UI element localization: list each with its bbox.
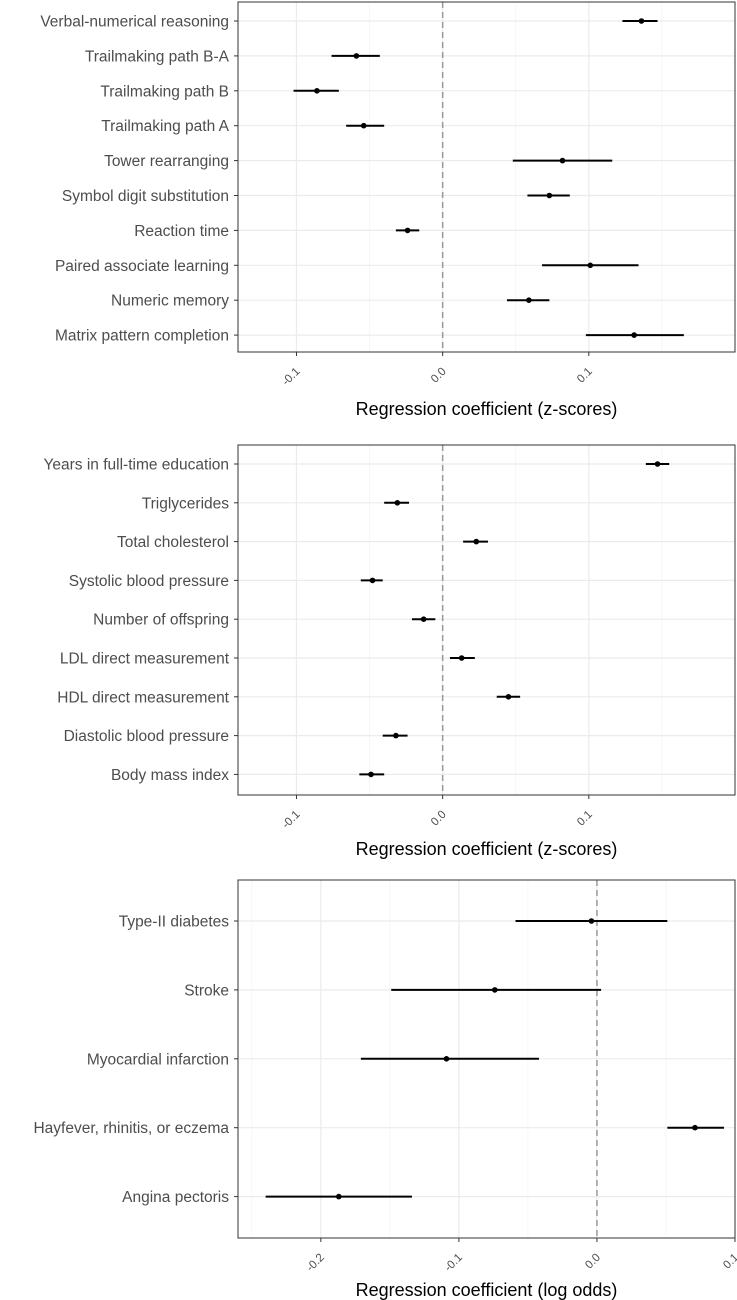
- x-tick-label: 0.1: [575, 366, 595, 386]
- category-label: Number of offspring: [93, 612, 229, 629]
- estimate-point: [335, 1193, 342, 1200]
- category-label: Verbal-numerical reasoning: [40, 14, 229, 31]
- x-axis-title: Regression coefficient (z-scores): [356, 399, 618, 419]
- category-label: Body mass index: [111, 767, 229, 784]
- estimate-point: [654, 461, 661, 467]
- estimate-point: [638, 18, 645, 24]
- x-tick-label: 0.0: [429, 809, 449, 829]
- category-label: Trailmaking path B-A: [85, 48, 230, 65]
- category-label: Reaction time: [134, 223, 229, 240]
- category-label: Years in full-time education: [43, 457, 229, 474]
- estimate-point: [458, 655, 465, 661]
- category-label: Angina pectoris: [122, 1189, 229, 1206]
- x-tick-label: -0.1: [443, 1252, 466, 1275]
- forest-panel-2: Years in full-time education Triglyceride…: [43, 444, 736, 859]
- estimate-point: [631, 332, 637, 338]
- x-tick-label: 0.0: [583, 1252, 603, 1272]
- category-label: Trailmaking path B: [100, 83, 229, 100]
- forest-panel-1: Verbal-numerical reasoning Trailmaking pa…: [40, 1, 736, 419]
- estimate-point: [404, 227, 411, 234]
- estimate-point: [353, 53, 360, 59]
- category-label: Numeric memory: [111, 293, 229, 310]
- category-label: Hayfever, rhinitis, or eczema: [33, 1120, 229, 1137]
- category-label: Systolic blood pressure: [69, 573, 229, 590]
- estimate-point: [526, 297, 532, 304]
- category-label: Diastolic blood pressure: [64, 728, 229, 745]
- category-label: Myocardial infarction: [87, 1051, 229, 1068]
- estimate-point: [393, 732, 399, 739]
- estimate-point: [360, 122, 367, 129]
- panel-border: [237, 444, 736, 796]
- x-axis-title: Regression coefficient (z-scores): [356, 839, 618, 859]
- category-label: HDL direct measurement: [57, 689, 229, 706]
- x-tick-label: 0.1: [721, 1252, 737, 1272]
- x-tick-label: -0.2: [304, 1252, 327, 1275]
- estimate-point: [473, 538, 480, 545]
- estimate-point: [546, 192, 553, 199]
- estimate-point: [368, 771, 374, 778]
- category-label: Symbol digit substitution: [62, 188, 229, 205]
- category-label: Total cholesterol: [117, 534, 229, 551]
- x-axis-title: Regression coefficient (log odds): [356, 1280, 618, 1300]
- estimate-point: [369, 577, 376, 584]
- estimate-point: [505, 694, 512, 700]
- estimate-point: [587, 262, 594, 269]
- estimate-point: [394, 500, 401, 506]
- category-label: Matrix pattern completion: [55, 328, 229, 345]
- x-tick-label: -0.1: [280, 809, 303, 832]
- estimate-point: [314, 88, 320, 94]
- estimate-point: [420, 616, 427, 622]
- estimate-point: [491, 987, 498, 993]
- x-tick-label: 0.0: [429, 366, 449, 386]
- category-label: LDL direct measurement: [60, 651, 230, 668]
- estimate-point: [559, 157, 566, 164]
- category-label: Trailmaking path A: [101, 118, 229, 135]
- x-tick-label: -0.1: [280, 366, 303, 389]
- estimate-point: [443, 1056, 450, 1062]
- x-tick-label: 0.1: [575, 809, 595, 829]
- category-label: Tower rearranging: [104, 153, 229, 170]
- category-label: Paired associate learning: [55, 258, 229, 275]
- estimate-point: [692, 1124, 698, 1131]
- estimate-point: [588, 918, 595, 924]
- category-label: Stroke: [184, 982, 229, 999]
- panel-border: [237, 1, 736, 353]
- forest-panel-3: Type-II diabetes Stroke Myocardial infarct…: [33, 879, 737, 1300]
- category-label: Type-II diabetes: [119, 914, 230, 931]
- category-label: Triglycerides: [142, 495, 230, 512]
